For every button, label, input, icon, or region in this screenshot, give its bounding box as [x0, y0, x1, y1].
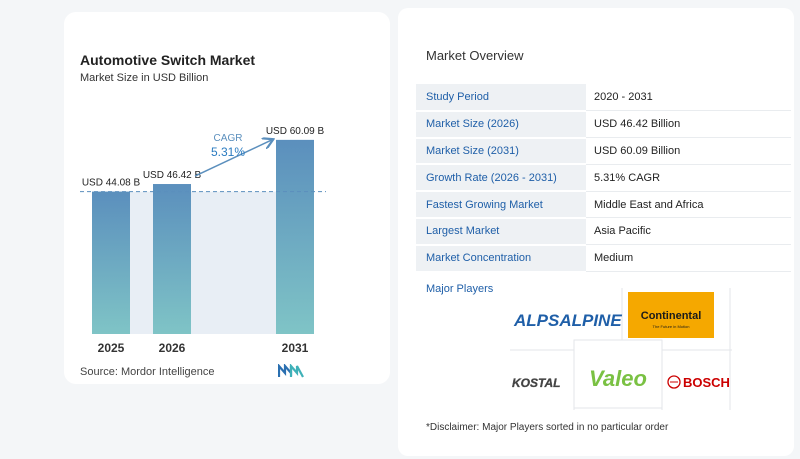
overview-row: Growth Rate (2026 - 2031) 5.31% CAGR — [416, 164, 791, 193]
overview-row-key: Market Size (2031) — [416, 137, 586, 166]
bar-2026 — [153, 184, 191, 334]
overview-row: Fastest Growing Market Middle East and Af… — [416, 191, 791, 219]
continental-logo: Continental — [641, 310, 702, 322]
valeo-logo: Valeo — [589, 366, 647, 391]
reference-shade — [130, 191, 276, 334]
bar-chart: USD 44.08 B 2025 USD 46.42 B 2026 USD 60.09 … — [80, 126, 326, 355]
bar-2031 — [276, 139, 314, 334]
cagr-arrow — [194, 140, 272, 177]
overview-row-value: Asia Pacific — [586, 217, 791, 246]
chart-subtitle: Market Size in USD Billion — [80, 72, 209, 84]
overview-row-key: Growth Rate (2026 - 2031) — [416, 164, 586, 193]
mordor-intelligence-logo-icon — [278, 364, 304, 378]
overview-row-value: Middle East and Africa — [586, 191, 791, 219]
data-label-2031: USD 60.09 B — [266, 126, 325, 137]
bar-2025 — [92, 191, 130, 334]
overview-row-value: USD 60.09 Billion — [586, 137, 791, 165]
disclaimer-text: *Disclaimer: Major Players sorted in no … — [426, 422, 669, 433]
overview-row-value: Medium — [586, 244, 791, 273]
overview-row: Market Size (2031) USD 60.09 Billion — [416, 137, 791, 166]
overview-row: Study Period 2020 - 2031 — [416, 84, 791, 112]
major-players-logos: ALPSALPINE Continental The Future in Mot… — [510, 288, 732, 410]
source-text: Source: Mordor Intelligence — [80, 366, 215, 378]
overview-row-key: Study Period — [416, 84, 586, 112]
kostal-logo: KOSTAL — [512, 376, 560, 390]
bosch-armature-icon — [667, 375, 681, 389]
x-tick-2025: 2025 — [98, 341, 125, 355]
continental-logo-bg — [628, 292, 714, 338]
overview-row-value: USD 46.42 Billion — [586, 110, 791, 139]
cagr-label: CAGR — [214, 133, 243, 144]
x-tick-2031: 2031 — [282, 341, 309, 355]
continental-tagline: The Future in Motion — [653, 324, 690, 329]
data-label-2025: USD 44.08 B — [82, 178, 141, 189]
overview-row-value: 2020 - 2031 — [586, 84, 791, 112]
overview-row-key: Largest Market — [416, 217, 586, 246]
overview-title: Market Overview — [426, 48, 524, 63]
bosch-logo: BOSCH — [683, 375, 730, 390]
cagr-value: 5.31% — [211, 145, 245, 159]
overview-row-key: Market Size (2026) — [416, 110, 586, 139]
chart-title: Automotive Switch Market — [80, 52, 256, 68]
overview-row: Largest Market Asia Pacific — [416, 217, 791, 246]
overview-row-value: 5.31% CAGR — [586, 164, 791, 192]
overview-row: Market Concentration Medium — [416, 244, 791, 273]
x-tick-2026: 2026 — [159, 341, 186, 355]
overview-row: Market Size (2026) USD 46.42 Billion — [416, 110, 791, 139]
overview-row-key: Fastest Growing Market — [416, 191, 586, 219]
overview-table: Study Period 2020 - 2031 Market Size (2026… — [416, 84, 791, 273]
major-players-label: Major Players — [426, 283, 494, 295]
data-label-2026: USD 46.42 B — [143, 170, 202, 181]
overview-row-key: Market Concentration — [416, 244, 586, 273]
alpsalpine-logo: ALPSALPINE — [513, 311, 622, 330]
